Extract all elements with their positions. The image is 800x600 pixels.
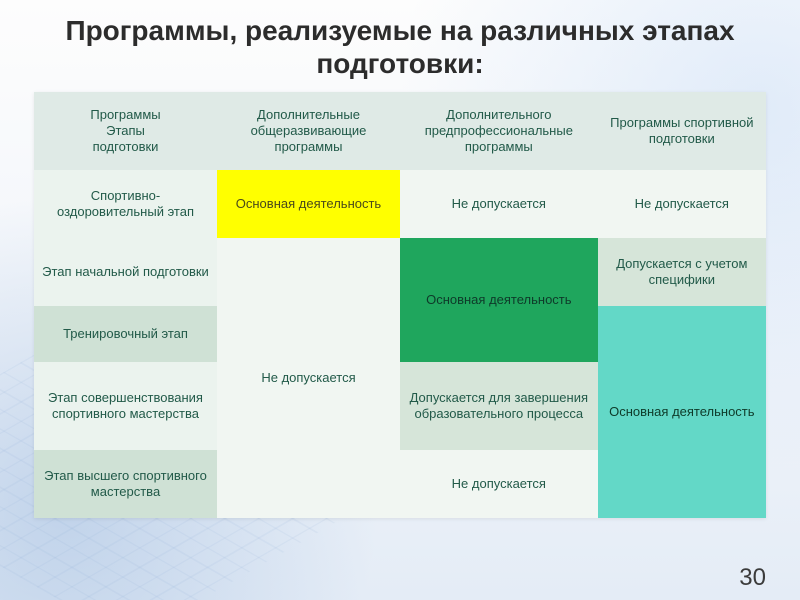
value-cell: Допускается с учетом специфики bbox=[598, 238, 766, 306]
table-row: Спортивно-оздоровительный этапОсновная д… bbox=[34, 170, 766, 238]
stage-cell: Этап высшего спортивного мастерства bbox=[34, 450, 217, 518]
value-cell: Допускается для завершения образовательн… bbox=[400, 362, 598, 450]
table-row: Этап начальной подготовкиНе допускаетсяО… bbox=[34, 238, 766, 306]
stage-cell: Спортивно-оздоровительный этап bbox=[34, 170, 217, 238]
page-title: Программы, реализуемые на различных этап… bbox=[34, 14, 766, 80]
value-cell: Не допускается bbox=[400, 170, 598, 238]
stage-cell: Этап совершенствования спортивного масте… bbox=[34, 362, 217, 450]
slide: Программы, реализуемые на различных этап… bbox=[0, 0, 800, 600]
stage-cell: Этап начальной подготовки bbox=[34, 238, 217, 306]
value-cell: Основная деятельность bbox=[598, 306, 766, 518]
value-cell: Не допускается bbox=[598, 170, 766, 238]
column-header: Программы Этапы подготовки bbox=[34, 92, 217, 170]
programs-table: Программы Этапы подготовкиДополнительные… bbox=[34, 92, 766, 518]
value-cell: Не допускается bbox=[217, 238, 400, 518]
value-cell: Основная деятельность bbox=[217, 170, 400, 238]
page-number: 30 bbox=[739, 564, 766, 592]
table-head: Программы Этапы подготовкиДополнительные… bbox=[34, 92, 766, 170]
stage-cell: Тренировочный этап bbox=[34, 306, 217, 362]
value-cell: Не допускается bbox=[400, 450, 598, 518]
value-cell: Основная деятельность bbox=[400, 238, 598, 362]
column-header: Дополнительного предпрофессиональные про… bbox=[400, 92, 598, 170]
column-header: Дополнительные общеразвивающие программы bbox=[217, 92, 400, 170]
column-header: Программы спортивной подготовки bbox=[598, 92, 766, 170]
table-body: Спортивно-оздоровительный этапОсновная д… bbox=[34, 170, 766, 518]
header-row: Программы Этапы подготовкиДополнительные… bbox=[34, 92, 766, 170]
